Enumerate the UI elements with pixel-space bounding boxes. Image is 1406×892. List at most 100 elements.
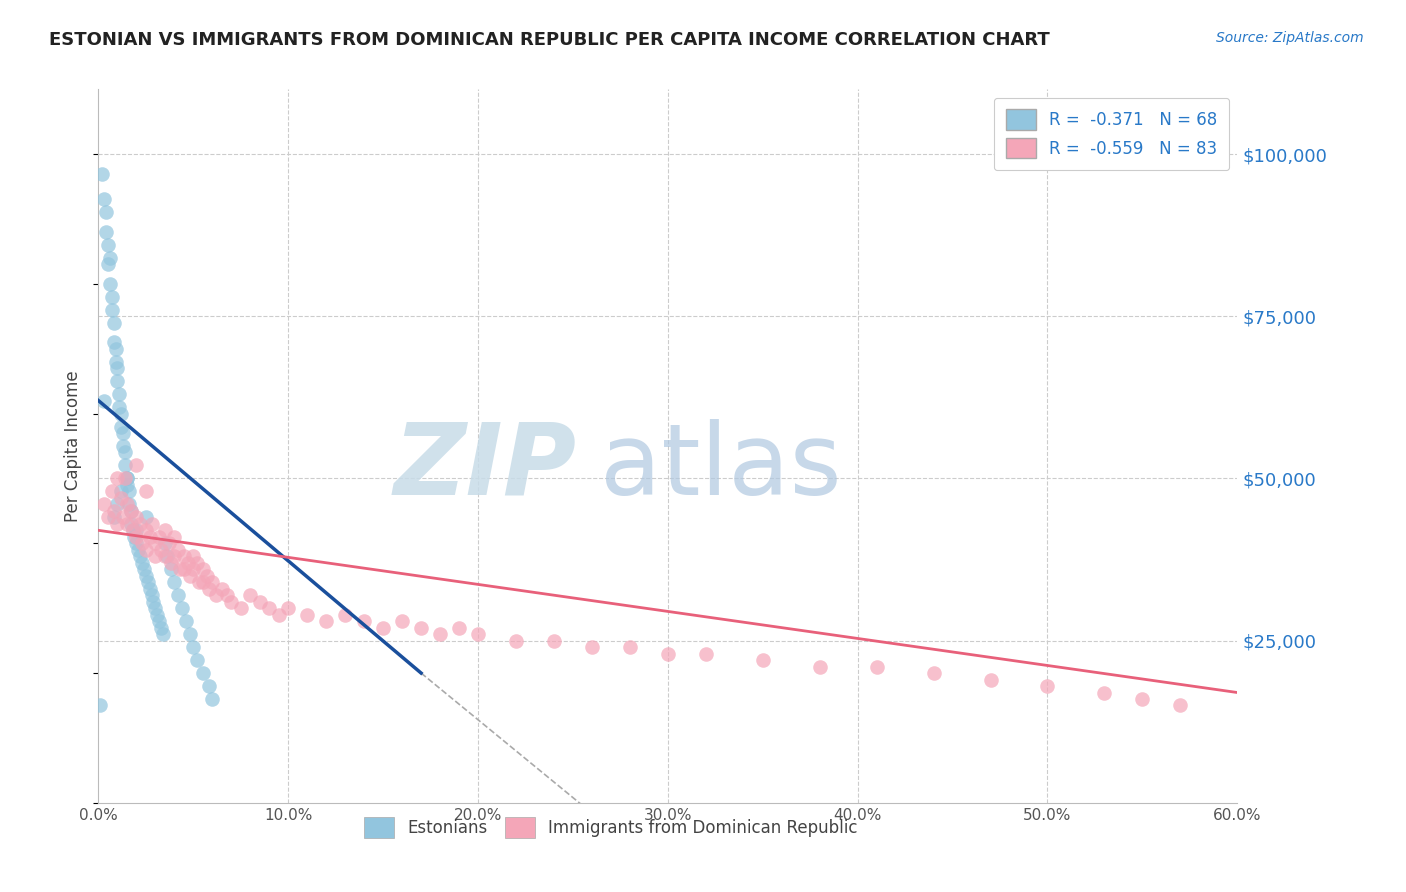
Point: [173, 562, 195, 576]
Point: [141, 516, 163, 531]
Point: [97, 510, 120, 524]
Point: [163, 549, 186, 564]
Point: [183, 549, 205, 564]
Point: [195, 568, 218, 582]
Point: [98, 277, 121, 291]
Point: [217, 588, 239, 602]
Point: [150, 621, 173, 635]
Point: [979, 673, 1001, 687]
Point: [107, 471, 129, 485]
Point: [191, 575, 214, 590]
Point: [173, 549, 195, 564]
Point: [98, 251, 121, 265]
Point: [145, 601, 167, 615]
Point: [104, 354, 127, 368]
Point: [142, 595, 165, 609]
Point: [1036, 679, 1059, 693]
Point: [112, 510, 135, 524]
Point: [188, 575, 211, 590]
Point: [110, 419, 132, 434]
Point: [136, 575, 159, 590]
Point: [135, 542, 157, 557]
Point: [135, 510, 157, 524]
Point: [124, 530, 146, 544]
Point: [91, 167, 114, 181]
Point: [100, 290, 122, 304]
Point: [211, 582, 233, 596]
Point: [866, 659, 889, 673]
Point: [371, 621, 394, 635]
Point: [115, 497, 138, 511]
Point: [112, 439, 135, 453]
Point: [391, 614, 413, 628]
Point: [657, 647, 679, 661]
Point: [127, 542, 149, 557]
Point: [103, 335, 125, 350]
Point: [191, 562, 214, 576]
Point: [118, 497, 141, 511]
Point: [93, 393, 115, 408]
Point: [179, 627, 201, 641]
Point: [183, 562, 205, 576]
Text: Source: ZipAtlas.com: Source: ZipAtlas.com: [1216, 31, 1364, 45]
Point: [167, 588, 190, 602]
Point: [131, 556, 153, 570]
Point: [125, 458, 148, 473]
Point: [205, 588, 228, 602]
Point: [93, 193, 115, 207]
Point: [131, 536, 153, 550]
Point: [169, 562, 191, 576]
Point: [201, 692, 224, 706]
Point: [186, 653, 208, 667]
Point: [505, 633, 527, 648]
Point: [120, 516, 142, 531]
Point: [132, 562, 155, 576]
Point: [114, 445, 136, 459]
Point: [752, 653, 775, 667]
Point: [146, 607, 169, 622]
Point: [167, 542, 190, 557]
Point: [1132, 692, 1154, 706]
Point: [148, 614, 170, 628]
Point: [125, 530, 148, 544]
Point: [176, 556, 198, 570]
Legend: Estonians, Immigrants from Dominican Republic: Estonians, Immigrants from Dominican Rep…: [357, 811, 865, 845]
Point: [138, 582, 160, 596]
Point: [619, 640, 641, 654]
Point: [114, 471, 136, 485]
Point: [145, 549, 167, 564]
Point: [267, 607, 290, 622]
Point: [115, 471, 138, 485]
Text: ESTONIAN VS IMMIGRANTS FROM DOMINICAN REPUBLIC PER CAPITA INCOME CORRELATION CHA: ESTONIAN VS IMMIGRANTS FROM DOMINICAN RE…: [49, 31, 1050, 49]
Point: [1094, 685, 1116, 699]
Point: [153, 524, 176, 538]
Point: [129, 549, 152, 564]
Point: [152, 627, 174, 641]
Point: [922, 666, 945, 681]
Point: [170, 601, 193, 615]
Point: [129, 516, 152, 531]
Point: [315, 614, 337, 628]
Point: [1170, 698, 1192, 713]
Point: [112, 425, 135, 440]
Point: [695, 647, 717, 661]
Point: [174, 614, 197, 628]
Point: [107, 374, 129, 388]
Point: [145, 536, 167, 550]
Point: [120, 504, 142, 518]
Point: [411, 621, 433, 635]
Point: [107, 361, 129, 376]
Point: [94, 205, 117, 219]
Point: [467, 627, 489, 641]
Point: [191, 666, 214, 681]
Point: [138, 530, 160, 544]
Point: [118, 484, 141, 499]
Point: [157, 536, 180, 550]
Point: [107, 516, 129, 531]
Point: [229, 601, 252, 615]
Point: [249, 595, 271, 609]
Point: [141, 588, 163, 602]
Point: [107, 497, 129, 511]
Point: [808, 659, 831, 673]
Point: [135, 524, 157, 538]
